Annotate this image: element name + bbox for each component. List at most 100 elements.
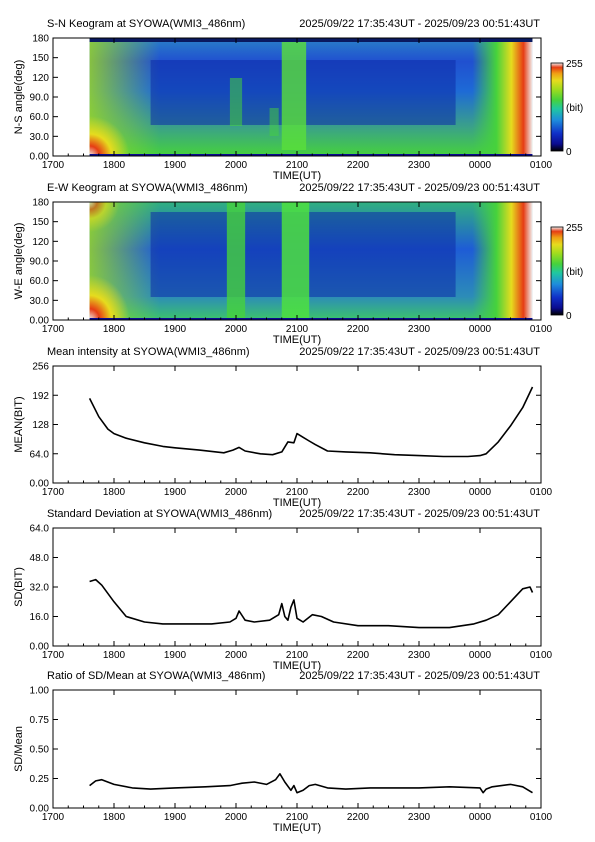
x-tick-label: 2000 [225,324,248,335]
y-tick-label: 0.00 [30,479,50,490]
y-tick-label: 64.0 [30,449,50,460]
y-tick-label: 0.00 [30,642,50,653]
y-tick-label: 60.0 [30,276,50,287]
y-tick-label: 32.0 [30,583,50,594]
x-tick-label: 1900 [164,487,187,498]
aurora-band [281,202,310,320]
panel-title: Mean intensity at SYOWA(WMI3_486nm) [47,346,250,358]
plot-frame [52,365,542,484]
keogram-image [89,38,533,156]
panel-title: S-N Keogram at SYOWA(WMI3_486nm) [47,18,245,30]
y-axis-label: MEAN(BIT) [13,396,25,452]
panel-1: S-N Keogram at SYOWA(WMI3_486nm) 2025/09/… [13,18,583,182]
colorbar-max: 255 [566,223,583,234]
x-tick-label: 0100 [530,650,553,661]
x-tick-label: 0100 [530,487,553,498]
x-tick-label: 2200 [347,487,370,498]
colorbar: 255 (bit) 0 [550,223,583,322]
aurora-band [226,202,246,320]
x-tick-label: 2300 [408,812,431,823]
x-tick-label: 2100 [286,324,309,335]
y-tick-label: 60.0 [30,112,50,123]
x-tick-label: 0000 [469,324,492,335]
x-tick-label: 2000 [225,812,248,823]
twilight-end [472,202,533,320]
x-tick-label: 0000 [469,487,492,498]
x-tick-label: 1900 [164,324,187,335]
y-tick-label: 0.00 [30,152,50,163]
x-tick-label: 0100 [530,812,553,823]
x-tick-label: 2200 [347,812,370,823]
y-tick-label: 30.0 [30,132,50,143]
x-tick-label: 1900 [164,160,187,171]
y-tick-label: 90.0 [30,93,50,104]
x-tick-label: 1800 [103,487,126,498]
y-tick-label: 30.0 [30,296,50,307]
x-tick-label: 2300 [408,650,431,661]
x-tick-label: 1800 [103,650,126,661]
y-tick-label: 120 [32,237,49,248]
x-tick-label: 1700 [42,650,65,661]
aurora-band [229,78,243,126]
x-tick-label: 0100 [530,160,553,171]
y-tick-label: 64.0 [30,524,50,535]
twilight-corner [89,275,130,320]
y-tick-label: 150 [32,217,49,228]
x-tick-label: 1800 [103,324,126,335]
colorbar-unit: (bit) [566,267,583,278]
colorbar-min: 0 [566,311,572,322]
panel-time-range: 2025/09/22 17:35:43UT - 2025/09/23 00:51… [299,182,540,194]
panel-time-range: 2025/09/22 17:35:43UT - 2025/09/23 00:51… [299,508,540,520]
y-axis-label: W-E angle(deg) [13,223,25,300]
x-tick-label: 2200 [347,324,370,335]
x-tick-label: 1700 [42,324,65,335]
colorbar-min: 0 [566,147,572,158]
x-tick-label: 1800 [103,812,126,823]
colorbar-scale [550,226,564,316]
panel-time-range: 2025/09/22 17:35:43UT - 2025/09/23 00:51… [299,346,540,358]
y-tick-label: 16.0 [30,612,50,623]
x-tick-label: 2000 [225,160,248,171]
panel-time-range: 2025/09/22 17:35:43UT - 2025/09/23 00:51… [299,18,540,30]
colorbar: 255 (bit) 0 [550,59,583,158]
y-tick-label: 180 [32,198,49,209]
panel-title: Standard Deviation at SYOWA(WMI3_486nm) [47,508,272,520]
x-tick-label: 2200 [347,650,370,661]
x-axis-label: TIME(UT) [273,334,321,346]
y-axis-label: SD/Mean [13,726,25,772]
series-line [88,386,534,458]
x-tick-label: 1900 [164,812,187,823]
colorbar-max: 255 [566,59,583,70]
panel-5: Ratio of SD/Mean at SYOWA(WMI3_486nm) 202… [13,670,553,834]
x-tick-label: 2100 [286,160,309,171]
y-tick-label: 192 [32,391,49,402]
x-tick-label: 2300 [408,160,431,171]
y-tick-label: 128 [32,420,49,431]
plot-frame [52,689,542,809]
series-line [89,578,534,629]
x-axis-label: TIME(UT) [273,822,321,834]
y-axis-label: N-S angle(deg) [13,60,25,135]
x-tick-label: 2300 [408,324,431,335]
y-tick-label: 1.00 [30,686,50,697]
x-tick-label: 1700 [42,812,65,823]
panel-title: Ratio of SD/Mean at SYOWA(WMI3_486nm) [47,670,265,682]
x-axis-label: TIME(UT) [273,170,321,182]
x-tick-label: 2300 [408,487,431,498]
aurora-band [281,40,307,150]
colorbar-scale [550,62,564,152]
y-tick-label: 90.0 [30,257,50,268]
x-tick-label: 2000 [225,487,248,498]
colorbar-unit: (bit) [566,103,583,114]
y-tick-label: 0.75 [30,715,50,726]
keogram-image [89,202,533,320]
y-tick-label: 256 [32,362,49,373]
x-tick-label: 1700 [42,487,65,498]
x-tick-label: 2100 [286,487,309,498]
panel-2: E-W Keogram at SYOWA(WMI3_486nm) 2025/09/… [13,182,583,346]
panel-3: Mean intensity at SYOWA(WMI3_486nm) 2025/… [13,346,553,509]
x-tick-label: 1800 [103,160,126,171]
plot-frame [52,527,542,647]
x-tick-label: 0000 [469,650,492,661]
